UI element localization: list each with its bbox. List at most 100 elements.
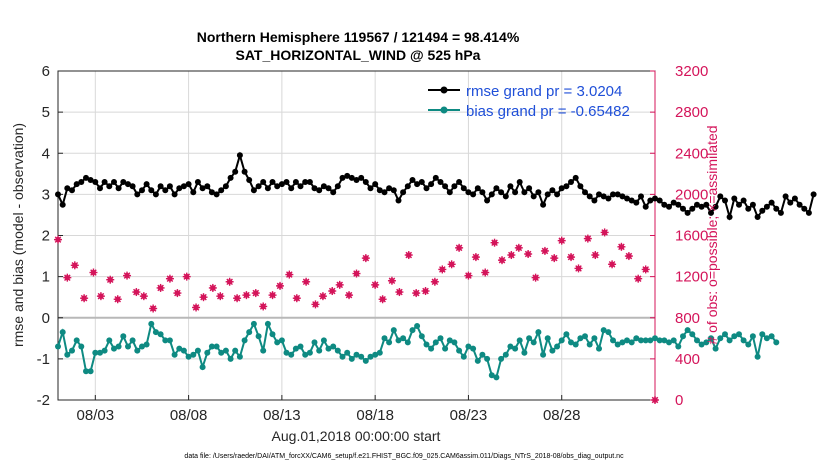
bias-point [185, 353, 192, 360]
left-tick-label: 2 [42, 228, 50, 245]
bias-point [297, 343, 304, 350]
rmse-point [442, 183, 449, 190]
rmse-point [381, 189, 388, 196]
rmse-point [69, 187, 75, 194]
rmse-point [204, 183, 211, 190]
obs-marker-ring [491, 239, 498, 246]
obs-marker [302, 277, 311, 286]
bias-point [292, 345, 299, 352]
bias-point [288, 351, 295, 358]
rmse-point [689, 205, 696, 212]
rmse-point [801, 205, 808, 212]
obs-marker-ring [575, 265, 582, 272]
rmse-point [614, 191, 621, 198]
rmse-point [400, 189, 407, 196]
obs-marker [624, 252, 633, 261]
bias-point [666, 339, 672, 346]
rmse-point [428, 181, 435, 188]
bias-point [269, 331, 276, 338]
obs-marker-ring [260, 303, 266, 310]
bias-point [362, 357, 369, 364]
bias-point [180, 347, 187, 354]
obs-marker [352, 269, 361, 278]
bias-point [484, 355, 491, 362]
bias-point [479, 351, 486, 358]
obs-marker-ring [269, 292, 276, 298]
obs-marker [139, 292, 148, 301]
rmse-point [605, 195, 612, 202]
rmse-point [250, 187, 257, 194]
bias-point [311, 339, 318, 346]
rmse-point [642, 203, 649, 210]
rmse-point [222, 183, 229, 190]
rmse-point [325, 185, 332, 192]
bias-point [134, 347, 141, 354]
obs-marker-ring [465, 272, 472, 279]
bias-point [442, 345, 449, 352]
rmse-point [386, 185, 393, 192]
obs-marker [471, 253, 480, 262]
x-tick-label: 08/23 [450, 407, 488, 424]
bias-point [470, 345, 477, 352]
rmse-point [316, 187, 323, 194]
obs-marker [490, 238, 499, 247]
bias-point [540, 351, 547, 358]
x-tick-label: 08/13 [263, 407, 301, 424]
bias-point [125, 343, 131, 350]
obs-marker-ring [81, 295, 87, 301]
obs-marker-ring [652, 397, 658, 403]
bias-point [530, 339, 537, 346]
obs-marker-ring [448, 261, 455, 267]
left-tick-label: -1 [37, 351, 50, 368]
obs-marker-ring [592, 252, 598, 258]
bias-point [278, 337, 285, 344]
obs-marker-ring [124, 272, 130, 279]
rmse-point [526, 185, 533, 192]
bias-point [316, 347, 323, 354]
bias-point [507, 343, 514, 350]
rmse-point [246, 177, 253, 183]
x-tick-label: 08/08 [170, 407, 208, 424]
bias-point [488, 372, 495, 379]
bias-point [474, 357, 481, 364]
bias-point [395, 337, 402, 344]
right-tick-label: 2400 [675, 145, 708, 162]
obs-marker-ring [372, 282, 378, 288]
rmse-point [773, 205, 780, 212]
rmse-point [232, 168, 239, 175]
bias-point [260, 347, 267, 354]
bias-point [610, 337, 616, 344]
left-tick-label: 6 [42, 63, 50, 80]
obs-marker-ring [303, 279, 309, 285]
obs-marker-ring [499, 257, 505, 263]
bias-point [218, 349, 225, 356]
obs-marker-ring [167, 275, 173, 282]
bias-point [460, 353, 467, 360]
obs-marker-ring [406, 252, 412, 258]
bias-point [274, 339, 281, 346]
obs-marker [106, 275, 115, 284]
bias-point [731, 333, 738, 340]
bias-point [703, 339, 710, 346]
legend-rmse-label: rmse grand pr = 3.0204 [466, 83, 622, 100]
rmse-point [675, 201, 682, 208]
rmse-point [484, 197, 491, 204]
obs-marker-ring [157, 285, 164, 291]
bias-point [572, 341, 579, 348]
bias-point [111, 345, 117, 352]
rmse-point [129, 183, 136, 190]
obs-marker [63, 273, 72, 282]
obs-marker-ring [618, 244, 625, 250]
obs-marker [345, 291, 354, 300]
obs-marker [608, 260, 617, 269]
bias-point [143, 341, 150, 348]
rmse-point [218, 187, 225, 194]
rmse-point [432, 174, 439, 181]
obs-marker-ring [559, 237, 565, 244]
left-tick-label: 4 [42, 145, 50, 162]
rmse-point [745, 205, 752, 212]
rmse-point [83, 174, 89, 181]
obs-marker [455, 243, 464, 252]
rmse-point [180, 183, 187, 190]
obs-marker-ring [456, 245, 462, 251]
